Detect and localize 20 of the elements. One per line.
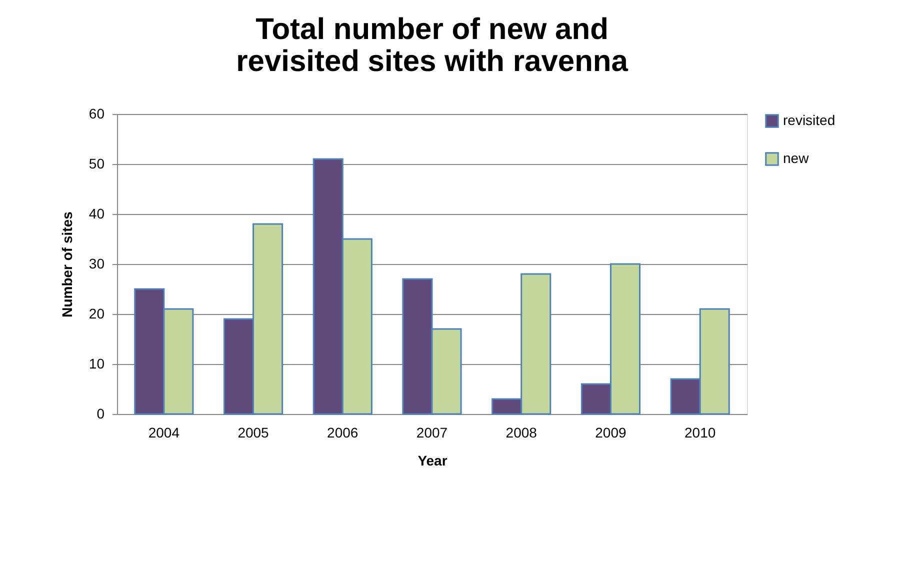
- x-tick-label: 2004: [148, 424, 180, 440]
- x-tick-label: 2006: [327, 424, 358, 440]
- y-tick-label: 20: [88, 306, 105, 322]
- x-tick-label: 2008: [506, 424, 538, 440]
- y-tick-label: 30: [88, 256, 105, 272]
- y-tick-label: 0: [96, 406, 105, 422]
- x-tick-label: 2009: [595, 424, 627, 440]
- y-tick-label: 10: [88, 356, 105, 372]
- y-tick-label: 50: [88, 156, 105, 172]
- y-tick-label: 40: [88, 206, 105, 222]
- x-axis-title: Year: [418, 452, 448, 468]
- text: Total number of new and: [256, 13, 608, 46]
- x-tick-label: 2007: [416, 424, 448, 440]
- text: revisited sites with ravenna: [236, 45, 628, 78]
- legend-label: revisited: [783, 112, 836, 128]
- x-tick-label: 2010: [684, 424, 716, 440]
- y-axis-title: Number of sites: [58, 211, 75, 318]
- x-tick-label: 2005: [238, 424, 270, 440]
- legend-label: new: [783, 150, 810, 166]
- y-tick-label: 60: [88, 106, 105, 122]
